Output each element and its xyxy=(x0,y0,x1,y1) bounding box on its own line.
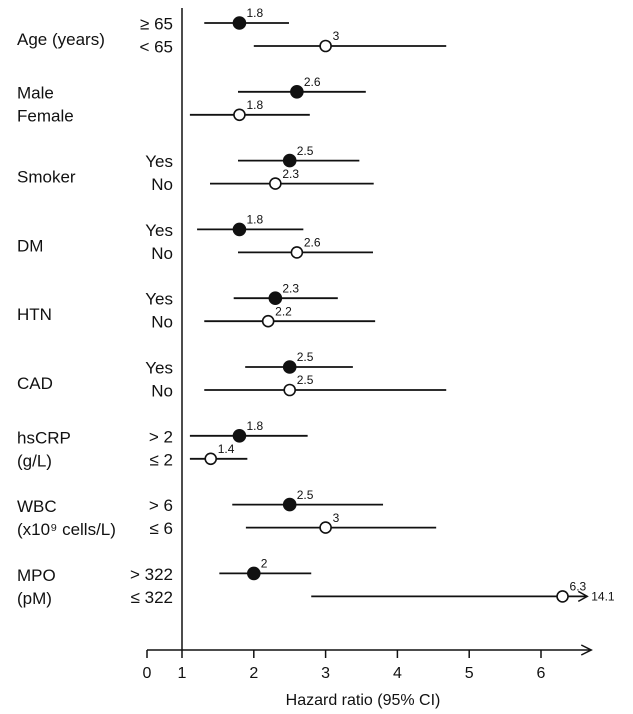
row-label: > 2 xyxy=(149,427,173,446)
estimate-marker xyxy=(261,314,275,328)
estimate-marker xyxy=(232,428,247,443)
estimate-marker xyxy=(282,360,297,374)
estimate-label: 3 xyxy=(333,511,340,525)
row-label: < 65 xyxy=(139,37,173,56)
group-label: (x10⁹ cells/L) xyxy=(17,520,116,539)
estimate-marker xyxy=(290,85,304,99)
group-label: CAD xyxy=(17,374,53,393)
row-label: No xyxy=(151,313,173,332)
estimate-label: 1.8 xyxy=(246,6,263,20)
upper-bound-label: 14.1 xyxy=(591,590,615,604)
x-axis-arrow xyxy=(580,644,593,656)
estimate-label: 2 xyxy=(261,557,268,571)
estimate-label: 2.5 xyxy=(297,488,314,502)
row-label: Yes xyxy=(145,290,173,309)
group-label: (g/L) xyxy=(17,451,52,470)
estimate-marker xyxy=(232,222,247,237)
group-label: MPO xyxy=(17,566,56,585)
estimate-label: 1.8 xyxy=(246,213,263,227)
estimate-marker xyxy=(247,566,261,581)
estimate-label: 1.4 xyxy=(218,442,235,456)
row-label: > 6 xyxy=(149,496,173,515)
estimate-label: 2.3 xyxy=(282,167,299,181)
x-tick-label: 0 xyxy=(143,665,152,682)
estimate-marker xyxy=(233,108,246,122)
estimate-label: 6.3 xyxy=(570,580,587,594)
estimate-marker xyxy=(319,39,332,53)
estimate-label: 2.5 xyxy=(297,144,314,158)
estimate-label: 2.6 xyxy=(304,236,321,250)
x-tick-label: 1 xyxy=(178,665,187,682)
x-tick-label: 5 xyxy=(465,665,474,682)
row-label: > 322 xyxy=(130,565,173,584)
estimate-label: 3 xyxy=(333,29,340,43)
row-label: ≤ 6 xyxy=(149,519,173,538)
estimate-marker xyxy=(282,497,297,512)
estimate-marker xyxy=(282,153,297,168)
x-axis-label: Hazard ratio (95% CI) xyxy=(286,692,441,709)
group-label: WBC xyxy=(17,497,57,516)
row-label: Yes xyxy=(145,358,173,377)
estimate-marker xyxy=(268,291,283,306)
estimate-label: 2.6 xyxy=(304,75,321,89)
estimate-label: 2.5 xyxy=(297,373,314,387)
estimate-label: 2.3 xyxy=(282,281,299,295)
row-label: No xyxy=(151,244,173,263)
estimate-label: 2.5 xyxy=(297,350,314,364)
estimate-marker xyxy=(290,246,304,259)
row-label: No xyxy=(151,175,173,194)
estimate-marker xyxy=(269,177,282,190)
x-tick-label: 2 xyxy=(249,665,258,682)
row-label: ≤ 2 xyxy=(149,450,173,469)
estimate-label: 1.8 xyxy=(246,419,263,433)
estimate-marker xyxy=(204,452,218,466)
estimate-marker xyxy=(232,16,247,30)
row-label: ≤ 322 xyxy=(131,588,173,607)
row-label: Yes xyxy=(145,152,173,171)
group-label: (pM) xyxy=(17,589,52,608)
x-tick-label: 6 xyxy=(537,665,546,682)
interval-arrow xyxy=(577,590,589,603)
group-label: HTN xyxy=(17,305,52,324)
x-tick-label: 4 xyxy=(393,665,402,682)
group-label: Age (years) xyxy=(17,30,105,49)
row-label: ≥ 65 xyxy=(140,14,173,33)
estimate-marker xyxy=(319,521,332,534)
estimate-label: 2.2 xyxy=(275,304,292,318)
row-label: Male xyxy=(17,83,54,102)
group-label: DM xyxy=(17,236,43,255)
row-label: Female xyxy=(17,106,74,125)
group-label: hsCRP xyxy=(17,428,71,447)
row-label: No xyxy=(151,381,173,400)
row-label: Yes xyxy=(145,221,173,240)
estimate-marker xyxy=(556,590,569,603)
estimate-marker xyxy=(283,383,297,397)
group-label: Smoker xyxy=(17,168,76,187)
x-tick-label: 3 xyxy=(321,665,330,682)
estimate-label: 1.8 xyxy=(246,98,263,112)
